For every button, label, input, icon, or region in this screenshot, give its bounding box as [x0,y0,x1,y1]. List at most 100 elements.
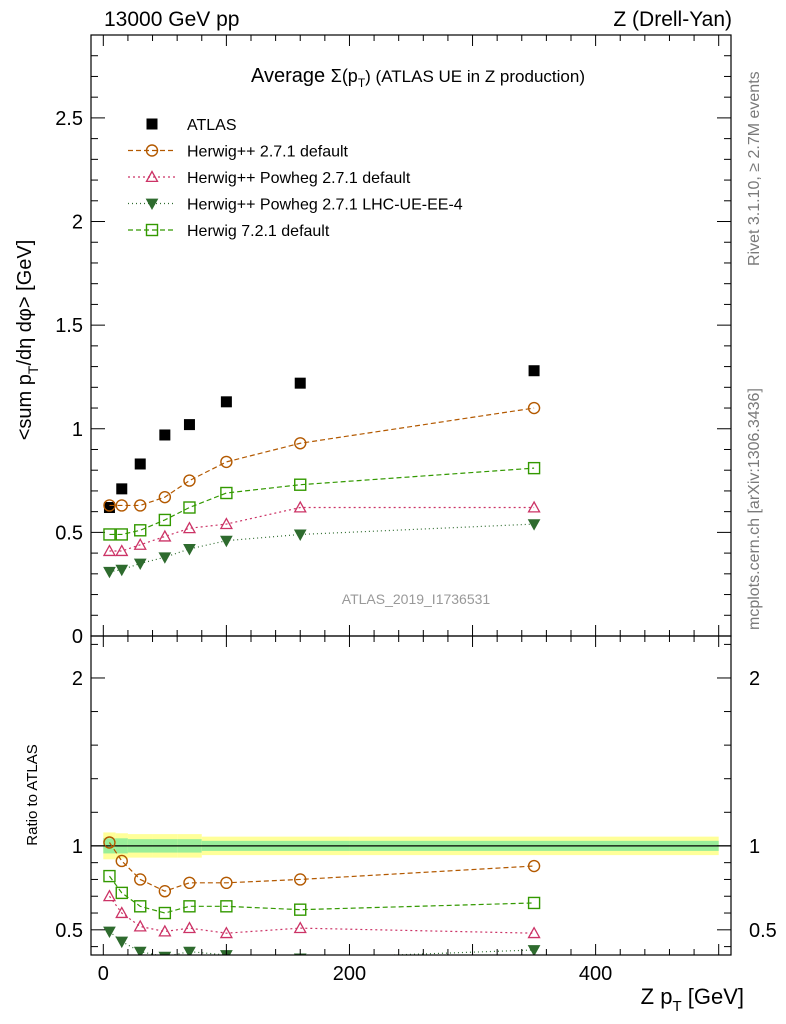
ratio-point-herwig-powheg-2-7-1-default [158,924,172,937]
data-point-herwig-2-7-1-default [158,490,172,504]
ratio-line-herwig-2-7-1-default [108,842,535,892]
y-tick-label: 0.5 [55,920,83,942]
ratio-line-herwig-powheg-2-7-1-default [108,895,535,934]
xlabel-part: [GeV] [682,984,744,1009]
ratio-area [91,832,731,955]
legend-label: Herwig++ Powheg 2.7.1 default [187,170,411,187]
xlabel-part: Z p [641,984,673,1009]
ratio-line-herwig-powheg-2-7-1-lhc-ue-ee-4 [109,931,535,955]
data-point-herwig-7-2-1-default [183,501,196,514]
series-line-herwig-2-7-1-default [109,407,535,507]
ratio-frame [90,635,732,956]
data-point-herwig-powheg-2-7-1-lhc-ue-ee-4 [527,519,541,531]
ylabel-part: T [25,365,41,374]
y-tick-label: 2 [72,212,83,234]
ratio-point-herwig-7-2-1-default [115,886,128,900]
legend-marker [145,170,159,183]
y-tick-label: 1.5 [55,315,83,337]
series-line-herwig-powheg-2-7-1-default [109,506,535,552]
legend-entry-herwig-powheg-2-7-1-default: Herwig++ Powheg 2.7.1 default [128,170,411,187]
legend-entry-herwig-2-7-1-default: Herwig++ 2.7.1 default [128,144,349,161]
ratio-y-axis-label: Ratio to ATLAS [24,744,41,845]
data-point-herwig-7-2-1-default [527,461,541,475]
ratio-point-herwig-2-7-1-default [103,836,116,849]
y-tick-label: 1 [72,836,83,858]
ratio-point-herwig-2-7-1-default [134,873,147,886]
data-point-herwig-powheg-2-7-1-default [158,529,172,542]
ratio-point-herwig-powheg-2-7-1-default [133,919,147,932]
ratio-point-herwig-powheg-2-7-1-lhc-ue-ee-4 [115,936,129,949]
ratio-point-herwig-7-2-1-default [294,903,307,916]
data-point-herwig-2-7-1-default [134,499,147,512]
data-point-herwig-powheg-2-7-1-default [102,544,117,557]
legend-marker [145,144,159,157]
ratio-point-herwig-powheg-2-7-1-lhc-ue-ee-4 [133,946,147,955]
ratio-point-herwig-2-7-1-default [115,854,128,868]
ratio-series-herwig-2-7-1-default [103,836,541,898]
data-point-herwig-2-7-1-default [115,499,128,512]
x-tick-label: 400 [579,963,612,985]
data-point-atlas [220,396,232,408]
series-line-herwig-7-2-1-default [109,467,535,536]
ratio-point-herwig-powheg-2-7-1-default [219,926,233,939]
data-point-herwig-2-7-1-default [527,401,541,415]
ratio-point-herwig-7-2-1-default [134,900,147,913]
y-tick-label: 1 [72,419,83,441]
data-point-atlas [116,483,128,495]
y-tick-label-right: 1 [749,836,760,858]
ratio-line-herwig-7-2-1-default [108,875,535,914]
series-herwig-powheg-2-7-1-default [102,500,541,557]
x-axis-label: Z pT [GeV] [641,984,744,1015]
ratio-point-herwig-powheg-2-7-1-lhc-ue-ee-4 [103,926,116,939]
series-herwig-7-2-1-default [103,461,541,541]
data-point-herwig-powheg-2-7-1-lhc-ue-ee-4 [103,566,116,579]
data-point-atlas [103,502,115,514]
legend-label: Herwig 7.2.1 default [187,223,330,240]
x-tick-label: 200 [333,963,366,985]
data-point-herwig-7-2-1-default [115,528,128,541]
series-line-herwig-powheg-2-7-1-lhc-ue-ee-4 [109,523,535,573]
ratio-point-herwig-powheg-2-7-1-default [115,906,129,919]
ratio-point-herwig-powheg-2-7-1-lhc-ue-ee-4 [183,946,196,955]
data-point-atlas [134,458,146,470]
ratio-point-herwig-7-2-1-default [183,900,196,913]
ratio-point-herwig-2-7-1-default [158,885,172,898]
y-tick-label: 2 [72,668,83,690]
header-right: Z (Drell-Yan) [613,8,732,31]
data-point-herwig-powheg-2-7-1-lhc-ue-ee-4 [293,529,307,541]
legend-label: ATLAS [187,117,237,134]
y-tick-label: 0.5 [55,522,83,544]
data-point-herwig-powheg-2-7-1-default [133,537,147,550]
data-point-herwig-7-2-1-default [294,478,307,491]
ratio-point-herwig-2-7-1-default [183,876,196,890]
y-axis-label: <sum pT/dη dφ> [GeV] [14,240,41,441]
ratio-point-herwig-powheg-2-7-1-default [293,921,307,934]
legend-entry-herwig-powheg-2-7-1-lhc-ue-ee-4: Herwig++ Powheg 2.7.1 LHC-UE-EE-4 [128,197,463,214]
data-point-herwig-7-2-1-default [103,528,116,541]
legend-label: Herwig++ 2.7.1 default [187,144,349,161]
ratio-panel: 0.5 0.5 1 1 2 2 0 200 400 Ratio to ATLAS Z pT [GeV… [24,635,777,1015]
data-point-atlas [159,429,171,441]
ylabel-part: /dη dφ> [GeV] [14,240,36,366]
data-point-herwig-2-7-1-default [183,474,196,487]
ratio-point-herwig-powheg-2-7-1-lhc-ue-ee-4 [527,945,541,955]
ratio-point-herwig-2-7-1-default [527,859,541,873]
data-point-herwig-powheg-2-7-1-lhc-ue-ee-4 [115,564,129,577]
data-point-atlas [183,419,195,431]
data-point-herwig-powheg-2-7-1-default [293,500,307,513]
ratio-point-herwig-2-7-1-default [220,876,233,890]
data-point-herwig-7-2-1-default [220,486,233,500]
data-point-atlas [528,365,540,377]
y-tick-label: 0 [72,626,83,648]
ratio-series-herwig-powheg-2-7-1-default [102,889,541,939]
ratio-point-herwig-2-7-1-default [294,873,307,886]
ratio-point-herwig-7-2-1-default [527,896,541,910]
data-point-herwig-2-7-1-default [294,437,307,450]
data-point-herwig-powheg-2-7-1-lhc-ue-ee-4 [158,552,172,564]
ratio-point-herwig-7-2-1-default [158,906,172,920]
data-point-herwig-powheg-2-7-1-default [219,517,233,530]
legend-entry-atlas: ATLAS [146,117,237,134]
